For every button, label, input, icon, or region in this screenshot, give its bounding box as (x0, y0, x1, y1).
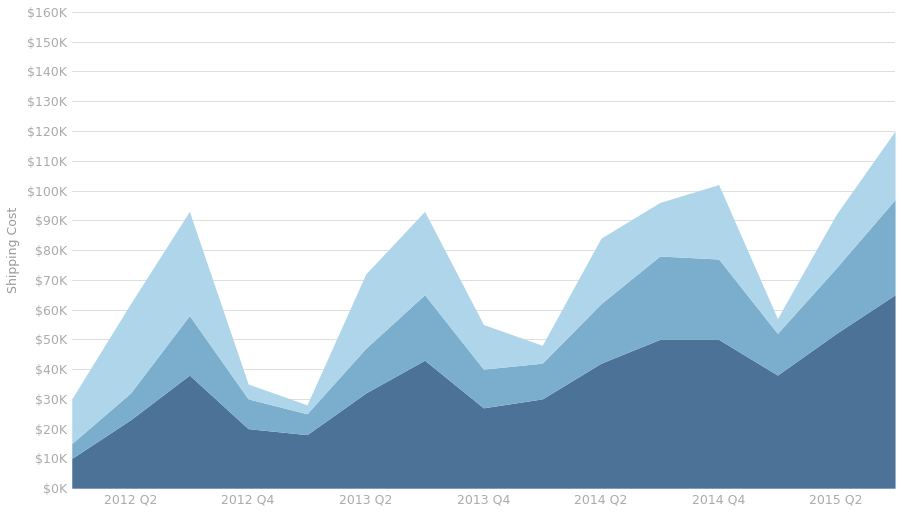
Y-axis label: Shipping Cost: Shipping Cost (7, 207, 20, 293)
